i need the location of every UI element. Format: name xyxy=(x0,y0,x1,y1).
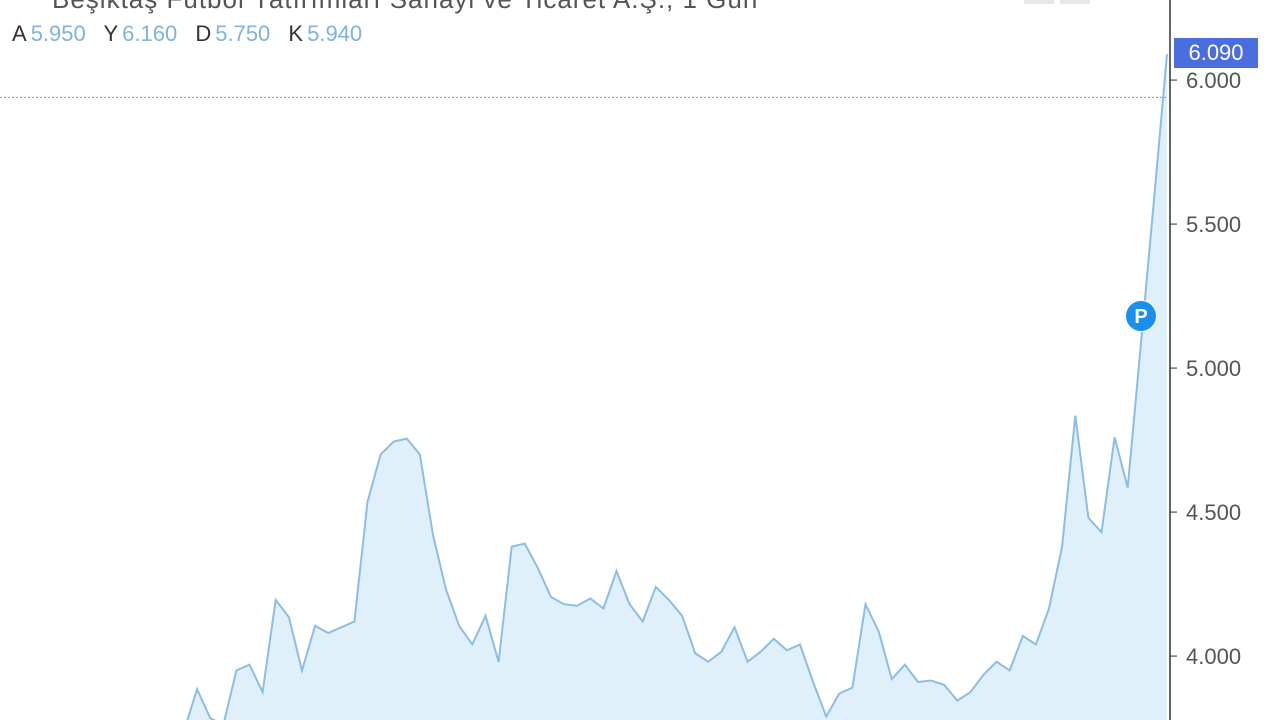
low-value: 5.750 xyxy=(215,21,271,46)
price-line xyxy=(186,54,1168,720)
y-tick-label: 5.500 xyxy=(1186,212,1241,237)
close-value: 5.940 xyxy=(307,21,363,46)
y-tick-label: 6.000 xyxy=(1186,68,1241,93)
close-key: K xyxy=(288,21,304,46)
toolbar-button[interactable] xyxy=(1024,0,1054,4)
high-key: Y xyxy=(103,21,119,46)
y-tick-label: 4.500 xyxy=(1186,500,1241,525)
toolbar-button[interactable] xyxy=(1060,0,1090,4)
high-value: 6.160 xyxy=(122,21,178,46)
chart-title: Beşiktaş Futbol Yatırımları Sanayi ve Ti… xyxy=(52,0,758,15)
low-key: D xyxy=(195,21,212,46)
open-value: 5.950 xyxy=(30,21,86,46)
last-price-label: 6.090 xyxy=(1174,38,1258,68)
open-key: A xyxy=(12,21,27,46)
y-tick-label: 5.000 xyxy=(1186,356,1241,381)
ohlc-legend: A 5.950 Y 6.160 D 5.750 K 5.940 xyxy=(12,21,374,47)
y-tick-label: 4.000 xyxy=(1186,644,1241,669)
p-marker-icon[interactable]: P xyxy=(1125,300,1157,332)
price-area-fill xyxy=(187,54,1167,720)
